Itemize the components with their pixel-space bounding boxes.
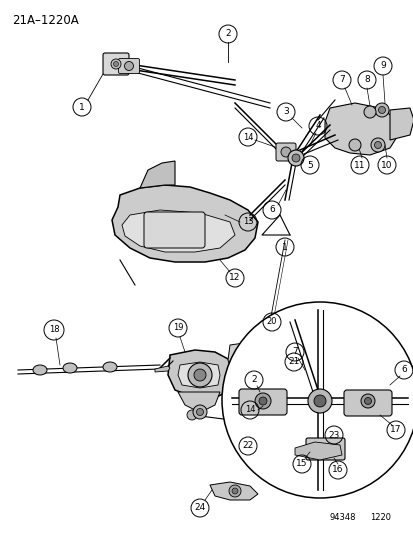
Text: 24: 24 [194, 504, 205, 513]
Text: 9: 9 [379, 61, 385, 70]
FancyBboxPatch shape [275, 143, 295, 161]
Circle shape [254, 393, 271, 409]
Polygon shape [228, 340, 279, 372]
Text: 1: 1 [281, 243, 287, 252]
Text: 3: 3 [282, 108, 288, 117]
Circle shape [196, 408, 203, 416]
Text: 22: 22 [242, 441, 253, 450]
Text: 8: 8 [363, 76, 369, 85]
Circle shape [348, 139, 360, 151]
Ellipse shape [103, 362, 117, 372]
Text: 7: 7 [292, 348, 297, 357]
Text: 12: 12 [229, 273, 240, 282]
Polygon shape [389, 108, 413, 140]
Text: 10: 10 [380, 160, 392, 169]
Polygon shape [154, 366, 170, 372]
FancyBboxPatch shape [238, 389, 286, 415]
Text: 13: 13 [242, 217, 253, 227]
FancyBboxPatch shape [118, 59, 139, 74]
Ellipse shape [33, 365, 47, 375]
Circle shape [247, 347, 262, 363]
Circle shape [299, 425, 309, 435]
Text: 14: 14 [242, 133, 253, 141]
Circle shape [188, 363, 211, 387]
Text: 6: 6 [268, 206, 274, 214]
FancyBboxPatch shape [103, 53, 129, 75]
Text: 4: 4 [314, 122, 320, 131]
Circle shape [194, 369, 206, 381]
Text: 18: 18 [49, 326, 59, 335]
Circle shape [187, 410, 197, 420]
Polygon shape [122, 210, 235, 252]
Circle shape [280, 147, 290, 157]
Circle shape [250, 351, 259, 359]
Circle shape [221, 302, 413, 498]
Text: 19: 19 [172, 324, 183, 333]
Polygon shape [291, 453, 332, 476]
Text: 2: 2 [225, 29, 230, 38]
Text: 21A–1220A: 21A–1220A [12, 14, 78, 27]
Text: 15: 15 [296, 459, 307, 469]
Circle shape [259, 397, 266, 405]
Text: 2: 2 [251, 376, 256, 384]
Ellipse shape [63, 363, 77, 373]
Circle shape [291, 154, 299, 162]
Text: 7: 7 [338, 76, 344, 85]
Circle shape [313, 395, 325, 407]
Text: 5: 5 [306, 160, 312, 169]
FancyBboxPatch shape [305, 438, 344, 460]
Circle shape [287, 150, 303, 166]
Polygon shape [178, 362, 219, 388]
Text: 6: 6 [400, 366, 406, 375]
Circle shape [192, 405, 206, 419]
Circle shape [370, 138, 384, 152]
Polygon shape [294, 442, 341, 460]
FancyBboxPatch shape [144, 212, 204, 248]
Polygon shape [168, 350, 235, 398]
Circle shape [124, 61, 133, 70]
Text: 23: 23 [328, 431, 339, 440]
Circle shape [113, 61, 118, 67]
Polygon shape [324, 103, 399, 155]
Circle shape [249, 379, 259, 389]
Circle shape [363, 398, 370, 405]
Text: 94348: 94348 [329, 513, 356, 522]
Polygon shape [112, 185, 257, 262]
Polygon shape [209, 482, 257, 500]
Circle shape [231, 488, 237, 494]
Text: 17: 17 [389, 425, 401, 434]
FancyBboxPatch shape [343, 390, 391, 416]
Text: 14: 14 [244, 406, 255, 415]
Circle shape [374, 141, 380, 149]
Circle shape [360, 394, 374, 408]
Circle shape [377, 107, 385, 114]
Text: 1: 1 [79, 102, 85, 111]
Polygon shape [178, 392, 219, 410]
Circle shape [307, 389, 331, 413]
Text: 11: 11 [354, 160, 365, 169]
Polygon shape [140, 161, 175, 188]
Text: 1220: 1220 [369, 513, 390, 522]
Circle shape [374, 103, 388, 117]
Text: 16: 16 [332, 465, 343, 474]
Circle shape [228, 485, 240, 497]
Circle shape [363, 106, 375, 118]
Text: 21: 21 [287, 358, 299, 367]
Text: 20: 20 [266, 318, 277, 327]
FancyBboxPatch shape [233, 373, 276, 395]
Circle shape [306, 459, 316, 469]
Circle shape [111, 59, 121, 69]
